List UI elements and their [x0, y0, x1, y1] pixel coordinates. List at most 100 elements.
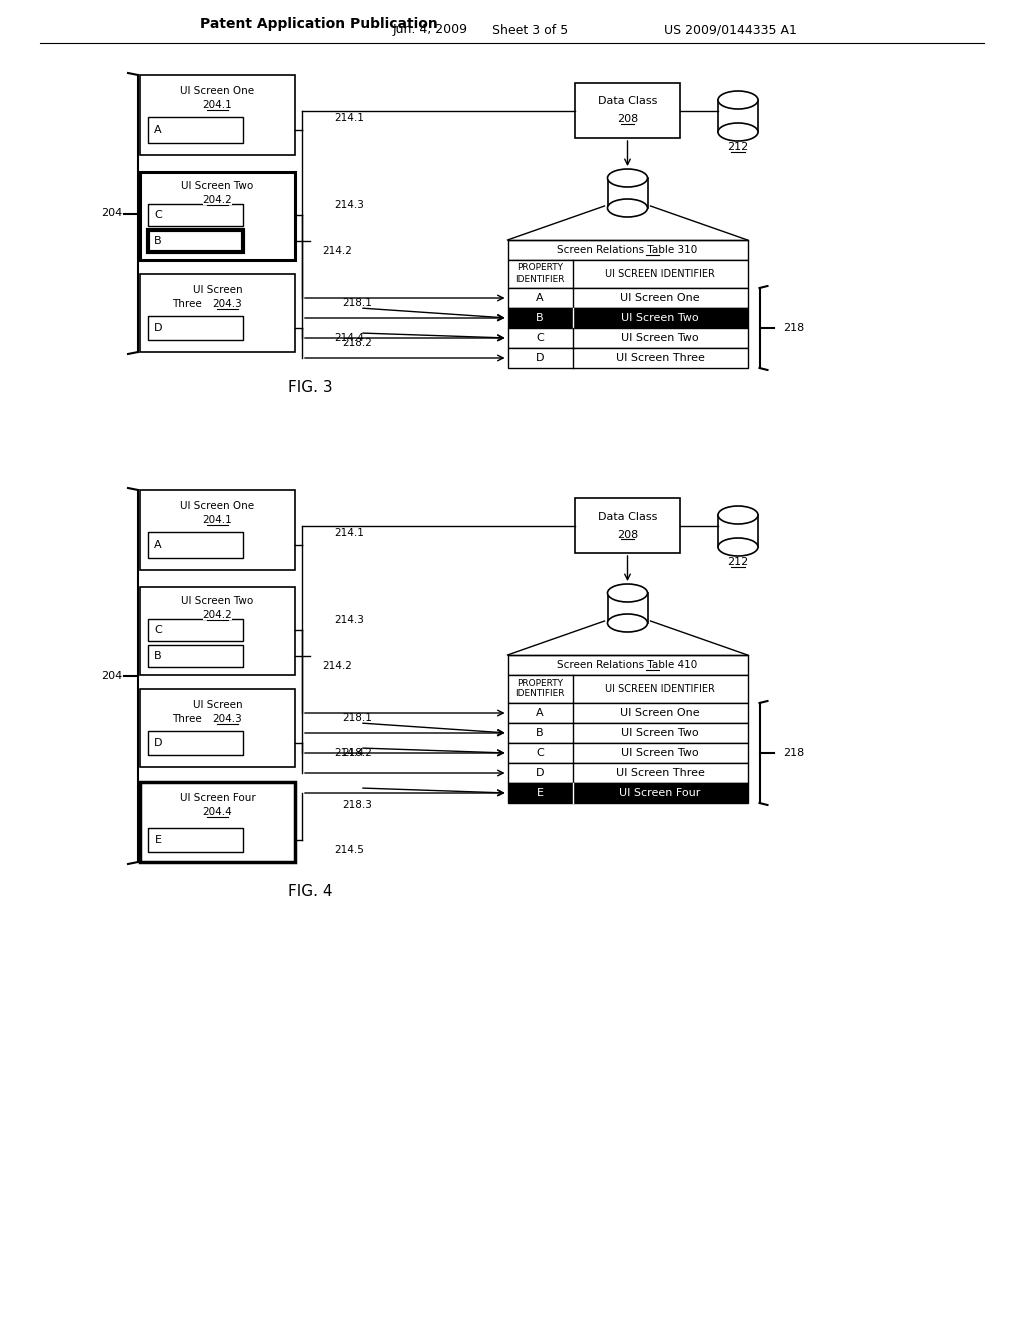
Text: B: B [155, 651, 162, 661]
FancyBboxPatch shape [575, 498, 680, 553]
FancyBboxPatch shape [148, 619, 243, 642]
FancyBboxPatch shape [508, 327, 748, 348]
FancyBboxPatch shape [140, 275, 295, 352]
FancyBboxPatch shape [508, 763, 748, 783]
Text: UI Screen Four: UI Screen Four [179, 793, 255, 803]
Text: 218.1: 218.1 [342, 713, 372, 723]
Text: C: C [537, 333, 544, 343]
Text: A: A [537, 293, 544, 304]
Text: Data Class: Data Class [598, 96, 657, 107]
Bar [607, 178, 647, 209]
Text: PROPERTY: PROPERTY [517, 264, 563, 272]
FancyBboxPatch shape [148, 230, 243, 252]
Text: 218.3: 218.3 [342, 800, 372, 810]
Text: UI Screen: UI Screen [193, 285, 243, 294]
FancyBboxPatch shape [148, 205, 243, 226]
Text: 214.2: 214.2 [322, 661, 352, 671]
Text: FIG. 3: FIG. 3 [288, 380, 333, 396]
Text: UI Screen Four: UI Screen Four [620, 788, 700, 799]
Text: UI SCREEN IDENTIFIER: UI SCREEN IDENTIFIER [605, 269, 715, 279]
Text: UI Screen: UI Screen [193, 700, 243, 710]
FancyBboxPatch shape [508, 655, 748, 675]
Text: UI Screen One: UI Screen One [621, 293, 699, 304]
Text: 204: 204 [101, 671, 123, 681]
Text: 214.2: 214.2 [322, 246, 352, 256]
FancyBboxPatch shape [508, 288, 748, 308]
Text: 214.1: 214.1 [334, 528, 364, 539]
FancyBboxPatch shape [508, 260, 748, 288]
Text: 218.2: 218.2 [342, 748, 372, 758]
FancyBboxPatch shape [140, 75, 295, 154]
FancyBboxPatch shape [140, 172, 295, 260]
FancyBboxPatch shape [575, 83, 680, 139]
Text: UI Screen One: UI Screen One [180, 502, 255, 511]
Text: UI Screen Two: UI Screen Two [181, 181, 254, 191]
Text: Patent Application Publication: Patent Application Publication [200, 17, 437, 30]
Text: IDENTIFIER: IDENTIFIER [515, 689, 565, 698]
Text: Screen Relations Table 310: Screen Relations Table 310 [557, 246, 697, 255]
FancyBboxPatch shape [140, 689, 295, 767]
Text: A: A [155, 125, 162, 135]
Text: UI Screen Three: UI Screen Three [615, 352, 705, 363]
Text: 218.1: 218.1 [342, 298, 372, 308]
Text: C: C [155, 624, 162, 635]
Text: Jun. 4, 2009: Jun. 4, 2009 [392, 24, 468, 37]
FancyBboxPatch shape [140, 587, 295, 675]
Text: IDENTIFIER: IDENTIFIER [515, 275, 565, 284]
Text: UI Screen Two: UI Screen Two [622, 729, 698, 738]
Text: B: B [155, 236, 162, 246]
FancyBboxPatch shape [508, 348, 748, 368]
Text: 204.2: 204.2 [203, 195, 232, 205]
Text: 214.3: 214.3 [334, 615, 364, 624]
FancyBboxPatch shape [508, 240, 748, 260]
FancyBboxPatch shape [148, 828, 243, 851]
Text: UI Screen Two: UI Screen Two [622, 333, 698, 343]
FancyBboxPatch shape [508, 743, 748, 763]
Text: 204.3: 204.3 [213, 300, 243, 309]
Ellipse shape [718, 123, 758, 141]
Ellipse shape [718, 539, 758, 556]
Ellipse shape [718, 91, 758, 110]
Text: UI Screen Two: UI Screen Two [622, 313, 698, 323]
Text: E: E [155, 836, 162, 845]
Text: UI Screen Two: UI Screen Two [181, 597, 254, 606]
Text: UI Screen Three: UI Screen Three [615, 768, 705, 777]
Text: D: D [536, 768, 544, 777]
Text: 208: 208 [616, 115, 638, 124]
FancyBboxPatch shape [508, 783, 748, 803]
FancyBboxPatch shape [148, 731, 243, 755]
Text: 204.1: 204.1 [203, 515, 232, 525]
Text: FIG. 4: FIG. 4 [288, 884, 332, 899]
Text: Three: Three [172, 300, 206, 309]
FancyBboxPatch shape [140, 490, 295, 570]
FancyBboxPatch shape [508, 675, 748, 704]
Text: UI Screen One: UI Screen One [180, 86, 255, 96]
Text: 218.2: 218.2 [342, 338, 372, 348]
Ellipse shape [718, 506, 758, 524]
Text: D: D [154, 738, 162, 748]
Bar [718, 515, 758, 546]
Text: 214.1: 214.1 [334, 114, 364, 123]
Text: 212: 212 [727, 143, 749, 152]
Text: 204.4: 204.4 [203, 807, 232, 817]
Text: A: A [537, 708, 544, 718]
Text: B: B [537, 313, 544, 323]
Text: D: D [154, 323, 162, 333]
FancyBboxPatch shape [508, 704, 748, 723]
Text: 218: 218 [783, 323, 805, 333]
FancyBboxPatch shape [148, 532, 243, 558]
Bar [607, 593, 647, 623]
FancyBboxPatch shape [508, 308, 748, 327]
Text: US 2009/0144335 A1: US 2009/0144335 A1 [664, 24, 797, 37]
Text: 204.2: 204.2 [203, 610, 232, 620]
Text: Sheet 3 of 5: Sheet 3 of 5 [492, 24, 568, 37]
Text: 214.4: 214.4 [334, 333, 364, 343]
Text: 208: 208 [616, 529, 638, 540]
Text: Data Class: Data Class [598, 511, 657, 521]
FancyBboxPatch shape [148, 315, 243, 341]
Text: 214.3: 214.3 [334, 201, 364, 210]
Text: E: E [537, 788, 544, 799]
Text: D: D [536, 352, 544, 363]
FancyBboxPatch shape [148, 645, 243, 667]
Text: Screen Relations Table 410: Screen Relations Table 410 [557, 660, 697, 671]
